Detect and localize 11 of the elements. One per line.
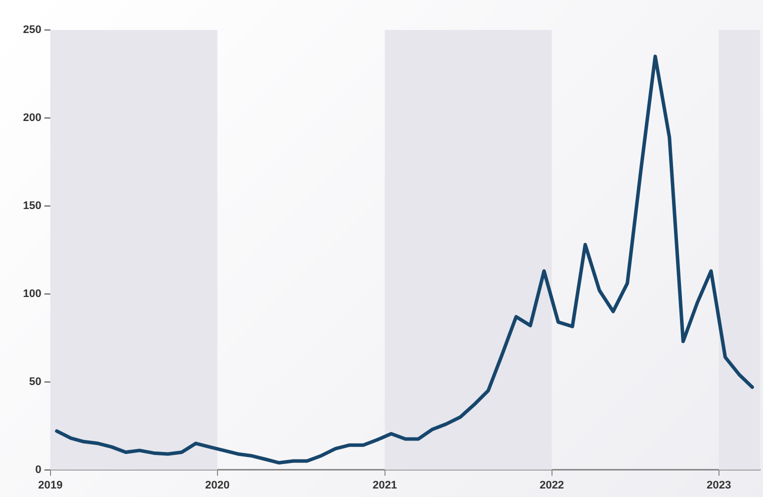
x-tick-label: 2021	[372, 479, 398, 492]
x-tick-label: 2019	[38, 479, 63, 492]
x-tick-label: 2020	[205, 479, 230, 492]
y-tick-label: 0	[35, 464, 42, 476]
x-tick-label: 2022	[540, 479, 564, 492]
y-tick-label: 150	[22, 200, 42, 212]
y-tick-label: 200	[22, 112, 42, 124]
y-tick-label: 50	[29, 376, 42, 388]
y-tick-label: 100	[22, 288, 42, 300]
x-tick-label: 2023	[706, 479, 732, 492]
y-tick-label: 250	[22, 24, 42, 36]
